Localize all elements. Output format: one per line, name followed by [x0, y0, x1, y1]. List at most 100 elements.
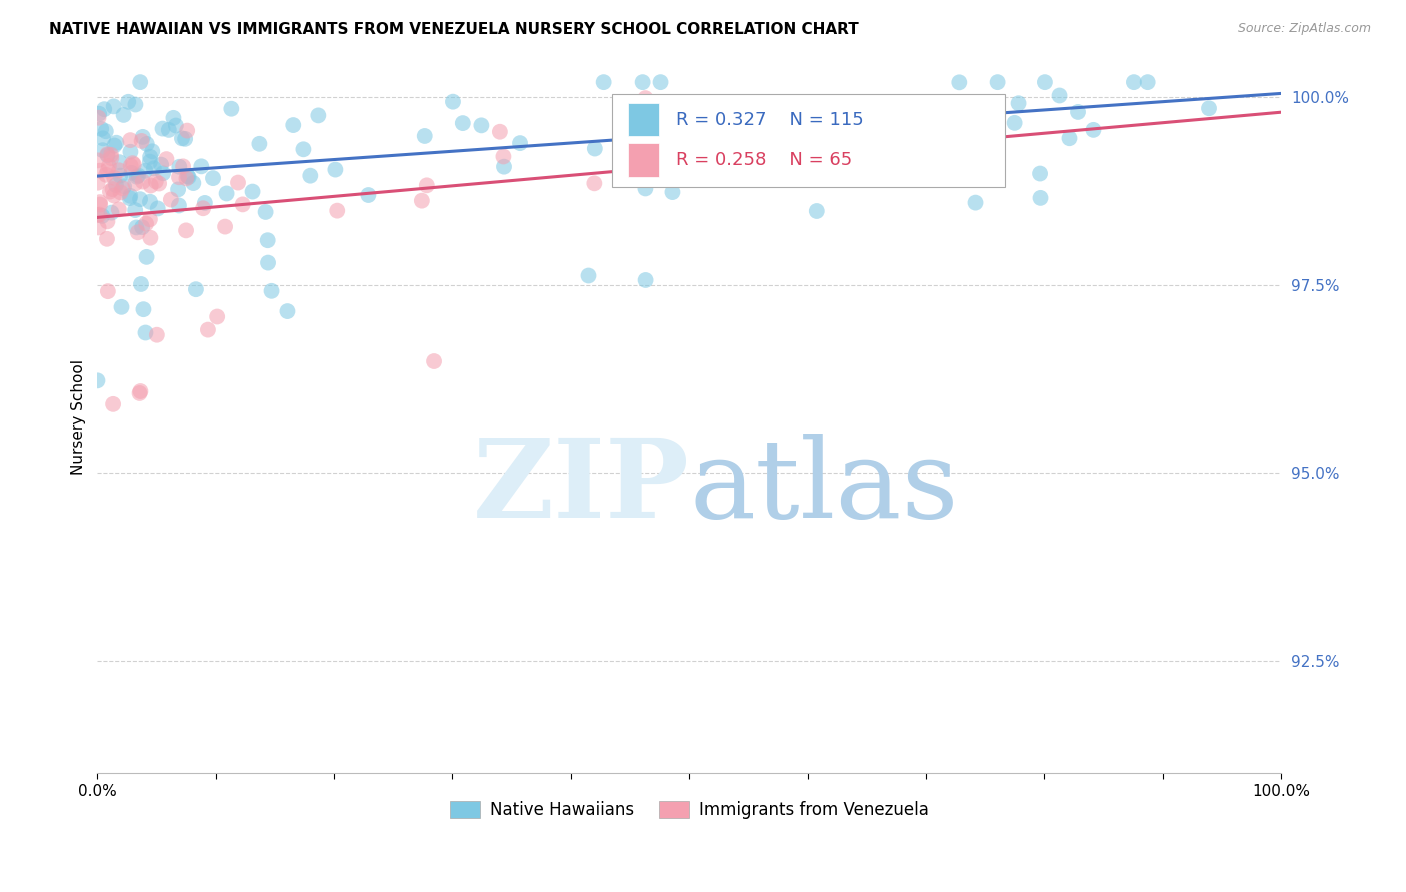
Point [176, 169, 198, 183]
Point [117, 95, 139, 109]
Point [129, 75, 152, 89]
Point [127, 225, 149, 239]
Point [103, 99, 125, 113]
Point [94, 168, 117, 182]
Point [489, 125, 512, 139]
Point [134, 326, 156, 340]
Y-axis label: Nursery School: Nursery School [72, 359, 86, 475]
Point [86, 176, 108, 190]
Point [1007, 96, 1029, 111]
Point [96, 148, 118, 162]
Point [89, 163, 111, 178]
Point [127, 169, 149, 183]
Point [107, 202, 129, 217]
Point [90, 121, 112, 136]
Point [177, 169, 200, 184]
Point [165, 119, 187, 133]
Point [197, 323, 219, 337]
Point [111, 181, 134, 195]
Point [100, 205, 122, 219]
Point [935, 113, 957, 128]
Point [413, 128, 436, 143]
Point [146, 202, 169, 216]
Point [128, 386, 150, 401]
Point [152, 166, 174, 180]
Point [91, 131, 114, 145]
Point [148, 177, 170, 191]
Point [1029, 191, 1052, 205]
Point [325, 162, 347, 177]
Point [139, 154, 162, 169]
Point [423, 354, 446, 368]
Point [578, 268, 600, 283]
Point [131, 134, 153, 148]
Point [174, 132, 197, 146]
Point [86, 208, 108, 222]
Point [299, 169, 322, 183]
Point [256, 233, 278, 247]
Point [120, 166, 142, 180]
Point [101, 182, 124, 196]
Point [232, 197, 254, 211]
Point [135, 136, 157, 151]
Point [146, 327, 169, 342]
Point [1067, 104, 1090, 119]
Point [152, 121, 174, 136]
Point [492, 160, 515, 174]
Point [134, 164, 156, 178]
Point [124, 203, 146, 218]
Point [260, 284, 283, 298]
Point [125, 220, 148, 235]
Point [254, 205, 277, 219]
Point [91, 143, 114, 157]
Point [176, 123, 198, 137]
Point [100, 151, 122, 165]
Point [112, 179, 135, 194]
Point [176, 171, 198, 186]
Point [183, 176, 205, 190]
Point [124, 97, 146, 112]
Point [806, 204, 828, 219]
Point [357, 188, 380, 202]
Point [110, 300, 132, 314]
Point [191, 201, 214, 215]
Point [307, 108, 329, 122]
Point [1136, 75, 1159, 89]
Point [145, 174, 167, 188]
Point [221, 102, 243, 116]
Point [276, 304, 298, 318]
Point [1049, 88, 1071, 103]
Point [948, 75, 970, 89]
Point [704, 98, 727, 112]
Point [283, 118, 305, 132]
Point [1083, 123, 1105, 137]
Point [120, 133, 142, 147]
Point [242, 185, 264, 199]
Point [139, 150, 162, 164]
Point [172, 160, 194, 174]
Point [150, 158, 173, 172]
Point [89, 195, 111, 210]
Point [167, 170, 190, 185]
Point [120, 188, 142, 202]
Point [103, 138, 125, 153]
Point [94, 124, 117, 138]
Point [132, 302, 155, 317]
Point [1029, 167, 1052, 181]
Point [987, 75, 1010, 89]
Point [139, 230, 162, 244]
Point [96, 232, 118, 246]
Point [105, 136, 128, 150]
Point [132, 129, 155, 144]
Point [416, 178, 439, 193]
Point [100, 148, 122, 162]
Point [141, 145, 163, 159]
Point [884, 129, 907, 144]
Point [247, 136, 270, 151]
Text: R = 0.258    N = 65: R = 0.258 N = 65 [676, 151, 852, 169]
Text: R = 0.327    N = 115: R = 0.327 N = 115 [676, 111, 865, 128]
Point [139, 194, 162, 209]
Point [583, 142, 606, 156]
Point [184, 282, 207, 296]
Point [97, 284, 120, 298]
